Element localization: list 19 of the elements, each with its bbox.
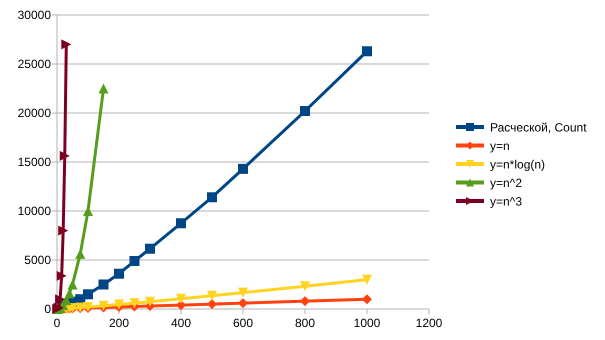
x-tick-label: 600 (232, 316, 254, 330)
x-tick-label: 800 (294, 316, 316, 330)
y-tick-label: 30000 (18, 8, 52, 22)
legend-label: Расческой, Count (490, 120, 588, 134)
y-tick-label: 0 (44, 302, 52, 316)
y-tick-label: 5000 (24, 253, 52, 267)
x-tick-label: 200 (108, 316, 130, 330)
legend-label: y=n^3 (490, 194, 522, 208)
legend-label: y=n^2 (490, 176, 522, 190)
legend-label: y=n (490, 139, 510, 153)
y-tick-label: 25000 (18, 57, 52, 71)
y-tick-label: 15000 (18, 155, 52, 169)
y-tick-label: 10000 (18, 204, 52, 218)
x-tick-label: 0 (54, 316, 61, 330)
x-tick-label: 1000 (354, 316, 381, 330)
x-tick-label: 400 (170, 316, 192, 330)
y-tick-label: 20000 (18, 106, 52, 120)
legend-label: y=n*log(n) (490, 158, 546, 172)
x-tick-label: 1200 (416, 316, 443, 330)
